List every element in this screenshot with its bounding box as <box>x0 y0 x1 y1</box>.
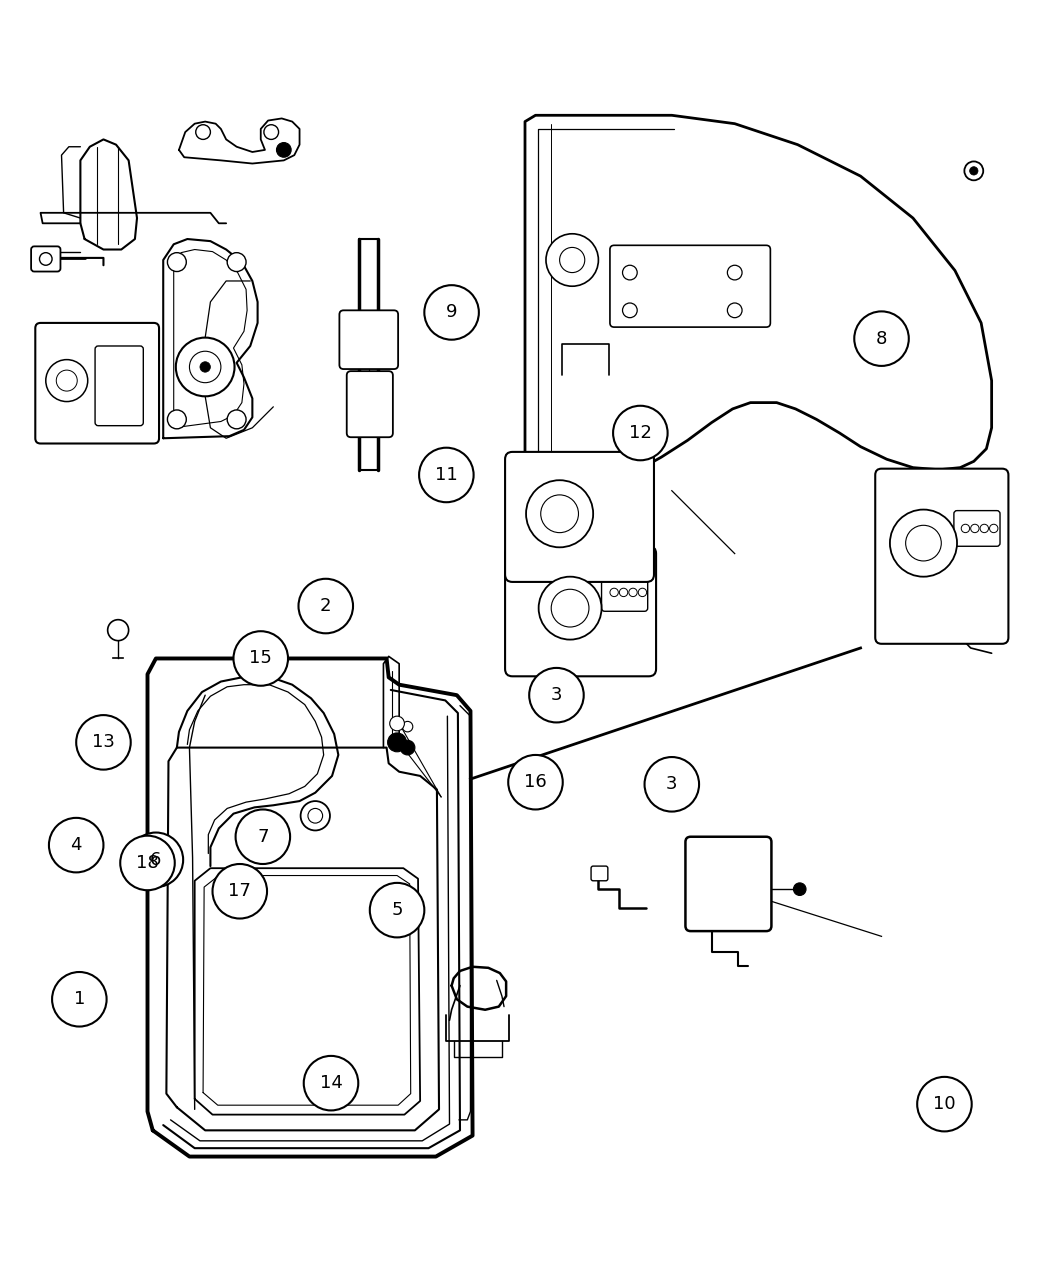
FancyBboxPatch shape <box>602 574 648 611</box>
Circle shape <box>370 882 424 937</box>
Circle shape <box>400 741 415 755</box>
Circle shape <box>46 360 88 402</box>
Circle shape <box>620 588 628 597</box>
Text: 8: 8 <box>876 330 887 348</box>
Circle shape <box>212 864 267 918</box>
Circle shape <box>200 362 210 372</box>
FancyBboxPatch shape <box>32 246 61 272</box>
Circle shape <box>529 668 584 723</box>
Text: 10: 10 <box>933 1095 956 1113</box>
Circle shape <box>918 1077 971 1131</box>
Circle shape <box>970 524 979 533</box>
Text: 17: 17 <box>228 882 251 900</box>
FancyBboxPatch shape <box>346 371 393 437</box>
Circle shape <box>424 286 479 339</box>
Text: 5: 5 <box>392 901 403 919</box>
Text: 14: 14 <box>319 1074 342 1093</box>
Circle shape <box>57 370 78 391</box>
Circle shape <box>855 311 909 366</box>
Circle shape <box>961 524 969 533</box>
FancyBboxPatch shape <box>36 323 159 444</box>
Circle shape <box>638 588 647 597</box>
Circle shape <box>108 620 128 640</box>
Text: 7: 7 <box>257 827 269 845</box>
Circle shape <box>235 810 290 864</box>
Circle shape <box>539 576 602 640</box>
Text: 15: 15 <box>249 649 272 668</box>
Circle shape <box>613 405 668 460</box>
Circle shape <box>175 338 234 397</box>
Circle shape <box>189 351 220 382</box>
Circle shape <box>969 167 978 175</box>
Circle shape <box>728 303 742 317</box>
Circle shape <box>387 733 406 752</box>
FancyBboxPatch shape <box>953 510 1000 546</box>
FancyBboxPatch shape <box>686 836 772 931</box>
FancyBboxPatch shape <box>610 245 771 328</box>
Circle shape <box>541 495 579 533</box>
Circle shape <box>264 125 278 139</box>
Circle shape <box>298 579 353 634</box>
Text: 12: 12 <box>629 425 652 442</box>
Circle shape <box>794 882 806 895</box>
Circle shape <box>167 252 186 272</box>
Circle shape <box>980 524 988 533</box>
Circle shape <box>121 835 174 890</box>
Circle shape <box>303 1056 358 1111</box>
FancyBboxPatch shape <box>505 546 656 676</box>
Circle shape <box>233 631 288 686</box>
Circle shape <box>623 303 637 317</box>
Circle shape <box>227 252 246 272</box>
Circle shape <box>989 524 997 533</box>
FancyBboxPatch shape <box>339 310 398 368</box>
Circle shape <box>390 717 404 731</box>
Text: 6: 6 <box>150 850 162 868</box>
Text: 13: 13 <box>92 733 114 751</box>
Text: 3: 3 <box>550 686 562 704</box>
Text: 16: 16 <box>524 773 547 792</box>
Text: 18: 18 <box>136 854 159 872</box>
Circle shape <box>623 265 637 280</box>
Circle shape <box>560 247 585 273</box>
Circle shape <box>128 833 183 887</box>
Circle shape <box>546 233 598 286</box>
Circle shape <box>167 411 186 428</box>
Circle shape <box>964 162 983 180</box>
FancyBboxPatch shape <box>876 469 1008 644</box>
Circle shape <box>629 588 637 597</box>
Circle shape <box>610 588 618 597</box>
Circle shape <box>52 972 107 1026</box>
Text: 4: 4 <box>70 836 82 854</box>
FancyBboxPatch shape <box>505 451 654 581</box>
Circle shape <box>551 589 589 627</box>
Text: 11: 11 <box>435 465 458 484</box>
Circle shape <box>402 722 413 732</box>
Circle shape <box>77 715 130 770</box>
Circle shape <box>890 510 957 576</box>
Circle shape <box>227 411 246 428</box>
Circle shape <box>300 801 330 830</box>
Circle shape <box>508 755 563 810</box>
Text: 3: 3 <box>666 775 677 793</box>
Circle shape <box>526 481 593 547</box>
Circle shape <box>49 817 104 872</box>
Circle shape <box>419 448 474 502</box>
Circle shape <box>906 525 941 561</box>
Circle shape <box>40 252 52 265</box>
FancyBboxPatch shape <box>96 346 143 426</box>
Text: 1: 1 <box>74 991 85 1009</box>
Text: 9: 9 <box>446 303 458 321</box>
Circle shape <box>308 808 322 824</box>
FancyBboxPatch shape <box>591 866 608 881</box>
Circle shape <box>276 143 291 157</box>
Circle shape <box>195 125 210 139</box>
Text: 2: 2 <box>320 597 332 615</box>
Circle shape <box>645 757 699 812</box>
Circle shape <box>728 265 742 280</box>
